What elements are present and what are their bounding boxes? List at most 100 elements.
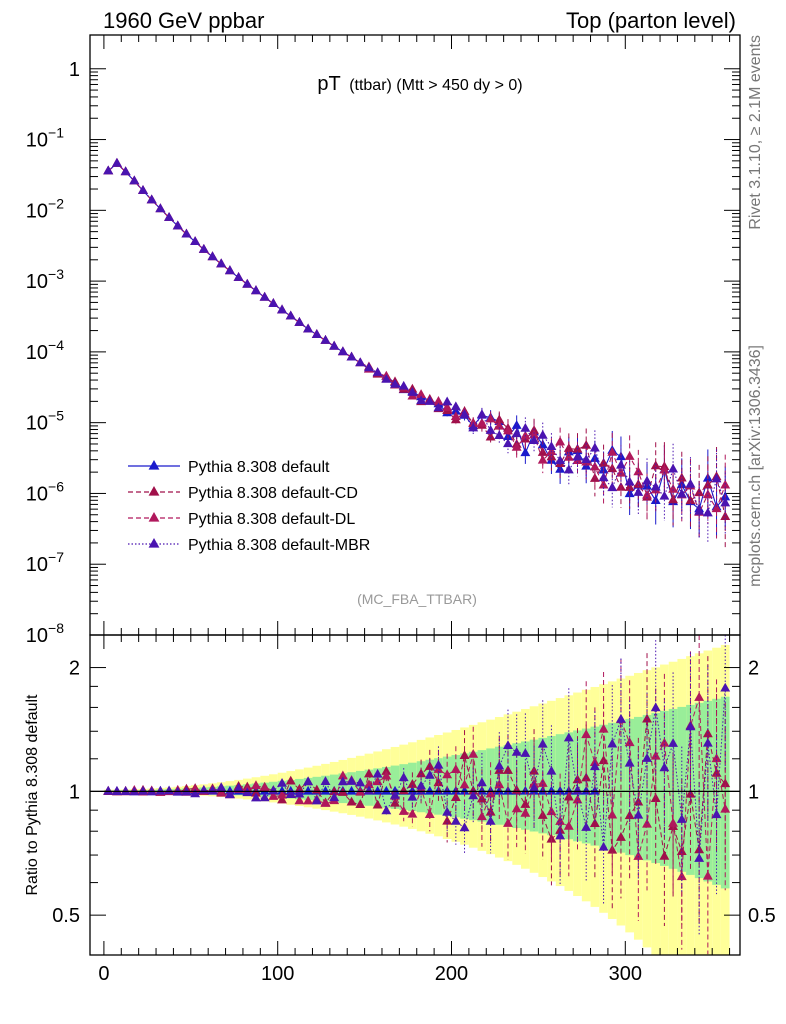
ratio-point bbox=[138, 785, 148, 795]
title-main: pT bbox=[317, 73, 340, 95]
ratio-point bbox=[511, 746, 522, 756]
ratio-point bbox=[424, 761, 435, 770]
ratio-point bbox=[598, 723, 609, 733]
ratio-point bbox=[563, 820, 574, 830]
data-point bbox=[555, 455, 566, 465]
ratio-point bbox=[598, 755, 609, 765]
data-point bbox=[277, 304, 287, 314]
rivet-version-label: Rivet 3.1.10, ≥ 2.1M events bbox=[747, 35, 764, 230]
ratio-point bbox=[285, 789, 296, 798]
data-point bbox=[181, 228, 192, 238]
y-tick-label: 10−5 bbox=[26, 408, 64, 435]
data-point bbox=[676, 488, 687, 498]
ratio-point bbox=[520, 748, 531, 757]
ratio-point bbox=[546, 765, 557, 775]
ratio-point bbox=[442, 806, 453, 816]
data-point bbox=[233, 272, 244, 281]
ratio-point bbox=[320, 785, 331, 795]
legend-label: Pythia 8.308 default bbox=[188, 459, 330, 476]
data-point bbox=[511, 441, 522, 451]
data-point bbox=[111, 157, 122, 167]
ratio-point bbox=[416, 780, 427, 790]
data-point bbox=[381, 373, 392, 383]
ratio-point bbox=[546, 806, 557, 816]
ratio-y-tick-label: 1 bbox=[69, 781, 80, 803]
data-point bbox=[503, 438, 513, 448]
legend-marker bbox=[148, 460, 160, 470]
data-point bbox=[416, 395, 427, 405]
ratio-point bbox=[607, 844, 618, 854]
ratio-point bbox=[659, 762, 670, 772]
ratio-point bbox=[120, 786, 131, 796]
ratio-point bbox=[337, 770, 348, 780]
ratio-point bbox=[485, 815, 496, 825]
ratio-point bbox=[363, 779, 374, 789]
ratio-point bbox=[233, 783, 244, 792]
ratio-point bbox=[277, 789, 287, 799]
ratio-point bbox=[320, 798, 331, 807]
ratio-point bbox=[363, 785, 374, 795]
legend-label: Pythia 8.308 default-DL bbox=[188, 511, 355, 528]
data-point bbox=[346, 351, 357, 361]
data-point bbox=[329, 340, 340, 350]
data-point bbox=[642, 475, 652, 485]
ratio-point bbox=[303, 785, 314, 795]
data-point bbox=[337, 346, 348, 356]
data-point bbox=[581, 454, 592, 464]
legend-label: Pythia 8.308 default-MBR bbox=[188, 537, 370, 554]
data-point bbox=[555, 436, 566, 446]
x-tick-label: 300 bbox=[609, 963, 642, 985]
ratio-point bbox=[581, 772, 592, 782]
data-point bbox=[563, 451, 574, 461]
ratio-point bbox=[589, 818, 600, 827]
ratio-point bbox=[372, 768, 383, 778]
data-point bbox=[103, 165, 114, 175]
ratio-point bbox=[503, 740, 513, 750]
x-tick-label: 100 bbox=[261, 963, 294, 985]
ratio-point bbox=[581, 729, 592, 739]
ratio-point bbox=[216, 787, 227, 797]
ratio-point bbox=[355, 777, 366, 787]
data-point bbox=[390, 378, 400, 388]
data-point bbox=[520, 447, 531, 457]
data-point bbox=[129, 175, 140, 185]
ratio-point bbox=[294, 783, 305, 793]
y-tick-label: 1 bbox=[69, 59, 80, 81]
data-point bbox=[668, 483, 679, 493]
data-point bbox=[476, 409, 487, 418]
ratio-point bbox=[581, 822, 592, 831]
y-tick-label: 10−7 bbox=[26, 549, 64, 576]
data-point bbox=[572, 451, 583, 461]
ratio-point bbox=[537, 778, 548, 787]
ratio-point bbox=[372, 785, 383, 795]
main-series-group bbox=[103, 157, 731, 548]
ratio-point bbox=[363, 768, 374, 778]
ratio-point bbox=[424, 809, 435, 819]
ratio-point bbox=[633, 851, 644, 860]
data-point bbox=[294, 317, 305, 326]
data-point bbox=[424, 396, 435, 405]
ratio-point bbox=[407, 808, 418, 818]
data-point bbox=[529, 429, 540, 439]
data-point bbox=[259, 291, 270, 301]
data-point bbox=[303, 323, 314, 333]
ratio-point bbox=[294, 788, 305, 798]
ratio-y-tick-label-right: 0.5 bbox=[748, 905, 776, 927]
data-point bbox=[659, 464, 670, 474]
ratio-point bbox=[190, 788, 201, 798]
data-point bbox=[198, 243, 209, 253]
data-point bbox=[537, 454, 548, 464]
ratio-y-axis-label: Ratio to Pythia 8.308 default bbox=[24, 694, 41, 896]
data-point bbox=[694, 505, 705, 515]
data-point bbox=[216, 258, 227, 268]
green-band bbox=[486, 748, 495, 824]
ratio-y-tick-label: 2 bbox=[69, 658, 80, 680]
data-point bbox=[363, 362, 374, 372]
data-point bbox=[459, 409, 470, 418]
ratio-point bbox=[503, 818, 513, 827]
main-plot-panel: 1 10−1 10−2 10−3 10−4 10−5 10−6 10−7 10−8 pT (tt… bbox=[26, 34, 741, 647]
watermark-label: (MC_FBA_TTBAR) bbox=[357, 591, 477, 607]
ratio-point bbox=[615, 832, 626, 841]
main-plot-title: pT (ttbar) (Mtt > 450 dy > 0) bbox=[317, 73, 522, 95]
data-point bbox=[372, 367, 383, 376]
